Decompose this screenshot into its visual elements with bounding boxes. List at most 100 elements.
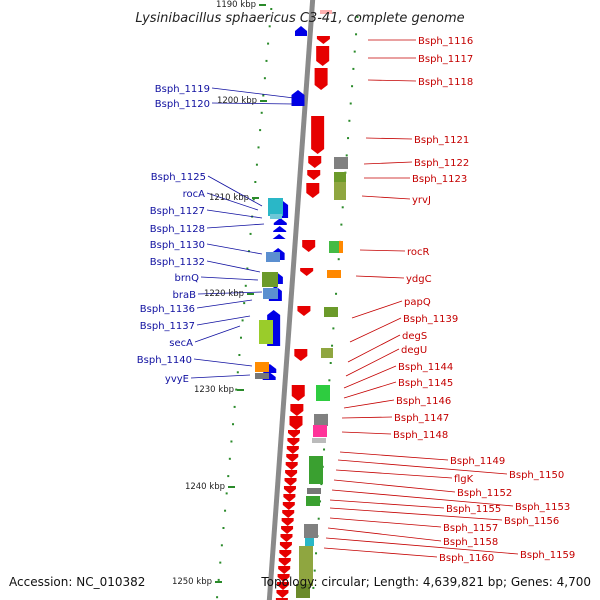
left-gene-labels: Bsph_1119 Bsph_1120 Bsph_1125 rocA Bsph_1127…: [137, 84, 210, 385]
scale-tick: [252, 198, 255, 201]
leader-line: [333, 479, 456, 493]
gene-feature: [270, 214, 282, 219]
leader-line: [206, 223, 265, 229]
reverse-gene: [282, 502, 295, 510]
gene-label: Bsph_1117: [418, 54, 473, 65]
topology-text: Topology: circular; Length: 4,639,821 bp…: [260, 575, 591, 589]
gene-label: rocA: [183, 189, 206, 200]
reverse-gene: [316, 36, 330, 44]
scale-tick: [312, 586, 315, 589]
reverse-gene: [277, 574, 290, 582]
reverse-gene: [286, 446, 299, 454]
leader-line: [206, 260, 261, 273]
gene-label: Bsph_1139: [403, 314, 458, 325]
scale-tick: [352, 67, 355, 70]
scale-tick: [217, 578, 220, 581]
forward-gene: [273, 226, 287, 232]
reverse-gene: [308, 156, 322, 168]
gene-feature: [329, 241, 341, 253]
gene-label: flgK: [454, 474, 474, 485]
gene-label: braB: [173, 290, 197, 301]
gene-label: Bsph_1119: [155, 84, 210, 95]
gene-label: Bsph_1144: [398, 362, 453, 373]
scale-label: 1230 kbp: [194, 385, 234, 395]
scale-label-tick: [228, 486, 235, 488]
leader-line: [343, 381, 397, 399]
gene-feature: [262, 272, 278, 287]
scale-label-tick: [260, 100, 267, 102]
forward-gene: [295, 26, 307, 36]
gene-label: yvyE: [165, 374, 189, 385]
scale-tick: [263, 77, 266, 80]
scale-label-tick: [237, 389, 244, 391]
gene-feature: [339, 241, 343, 253]
gene-label: Bsph_1130: [150, 240, 205, 251]
scale-tick: [355, 33, 358, 36]
scale-tick: [313, 569, 316, 572]
scale-tick: [320, 483, 323, 486]
gene-label: Bsph_1152: [457, 488, 512, 499]
gene-label: Bsph_1140: [137, 355, 192, 366]
leader-line: [193, 358, 253, 367]
scale-tick: [257, 146, 260, 149]
leader-line: [206, 192, 259, 211]
gene-label: Bsph_1150: [509, 470, 564, 481]
leader-line: [337, 459, 508, 475]
forward-gene: [272, 234, 286, 239]
scale-tick: [349, 102, 352, 105]
scale-tick: [244, 284, 247, 287]
leader-line: [361, 195, 411, 200]
reverse-gene: [287, 438, 300, 446]
leader-line: [190, 374, 251, 379]
gene-feature: [305, 538, 314, 546]
leader-line: [339, 451, 449, 461]
gene-label: papQ: [404, 297, 431, 308]
scale-tick: [340, 223, 343, 226]
reverse-gene: [316, 46, 330, 66]
scale-label-tick: [259, 4, 266, 6]
leader-line: [359, 249, 406, 252]
leader-line: [329, 499, 445, 509]
gene-label: Bsph_1147: [394, 413, 449, 424]
gene-feature: [327, 270, 341, 278]
gene-feature: [299, 546, 313, 586]
scale-tick: [225, 492, 228, 495]
gene-label: Bsph_1120: [155, 99, 210, 110]
scale-tick: [348, 119, 351, 122]
leader-line: [197, 291, 263, 295]
leader-line: [335, 469, 453, 479]
leader-line: [345, 348, 400, 377]
gene-feature: [312, 438, 326, 443]
scale-tick: [247, 250, 250, 253]
gene-label: secA: [169, 338, 193, 349]
scale-label-tick: [215, 581, 222, 583]
gene-label: ydgC: [406, 274, 432, 285]
leader-line: [200, 276, 259, 281]
leader-line: [325, 537, 519, 555]
reverse-gene: [280, 534, 293, 542]
leader-line: [206, 243, 263, 255]
scale-label: 1240 kbp: [185, 482, 225, 492]
reverse-gene: [290, 404, 304, 416]
map-title: Lysinibacillus sphaericus C3-41, complet…: [135, 11, 464, 26]
reverse-gene: [289, 416, 303, 430]
scale-tick: [220, 544, 223, 547]
leader-line: [196, 299, 253, 309]
gene-feature: [306, 496, 320, 506]
gene-feature: [296, 584, 310, 598]
scale-tick: [246, 267, 249, 270]
scale-tick: [332, 327, 335, 330]
gene-label: Bsph_1125: [151, 172, 206, 183]
forward-gene: [273, 218, 287, 225]
reverse-gene: [281, 518, 294, 526]
reverse-gene: [314, 68, 328, 90]
scale-tick: [265, 59, 268, 62]
scale-tick: [259, 129, 262, 132]
reverse-gene: [283, 486, 296, 494]
leader-line: [367, 79, 417, 82]
gene-feature: [316, 385, 330, 401]
gene-label: Bsph_1137: [140, 321, 195, 332]
gene-label: Bsph_1159: [520, 550, 575, 561]
scale-tick: [337, 258, 340, 261]
